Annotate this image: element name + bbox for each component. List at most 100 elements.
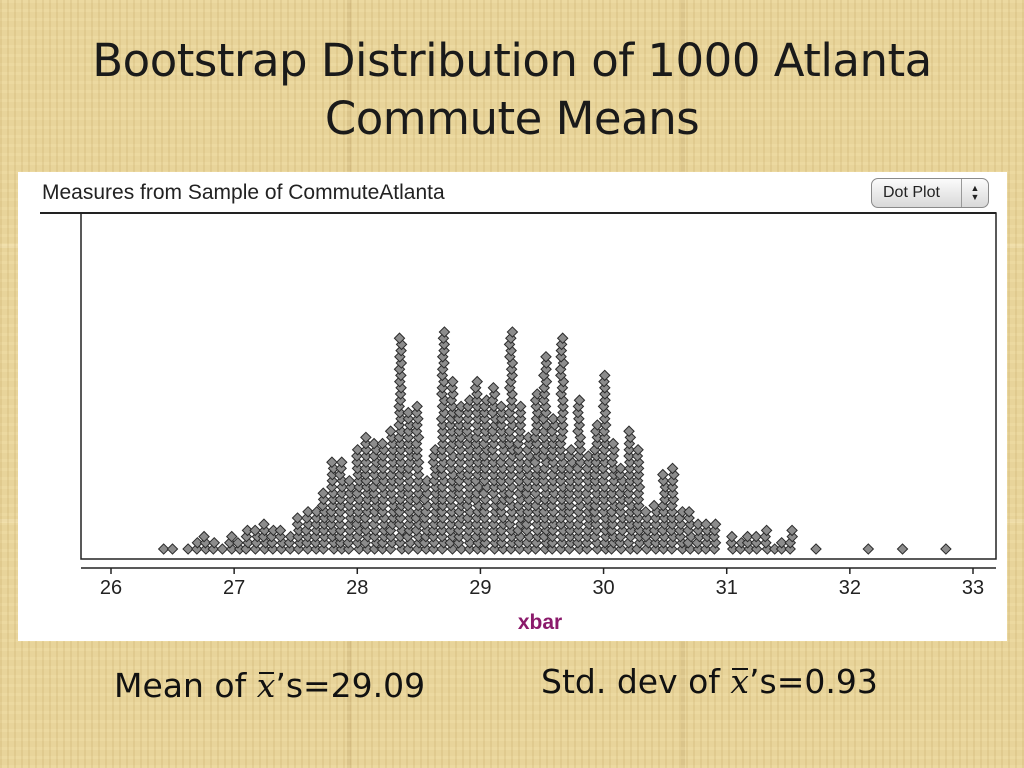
data-point [488, 524, 500, 537]
data-point [387, 462, 399, 475]
slide-title-line-1: Bootstrap Distribution of 1000 Atlanta [92, 34, 932, 87]
data-point [480, 394, 493, 406]
data-point [539, 499, 552, 512]
data-point [462, 493, 475, 506]
slide-title-line-2: Commute Means [324, 92, 700, 145]
data-point [538, 388, 551, 400]
data-point [555, 518, 567, 530]
data-point [429, 493, 442, 506]
data-point [623, 462, 636, 475]
data-point [378, 518, 391, 530]
data-point [623, 425, 635, 437]
data-point [360, 456, 372, 468]
data-point [368, 437, 380, 450]
data-point [429, 506, 442, 518]
data-point [462, 475, 475, 487]
data-point [540, 351, 552, 363]
data-point [463, 524, 475, 537]
data-point [402, 413, 415, 425]
data-point [393, 332, 406, 344]
data-point [166, 543, 179, 555]
data-point [648, 499, 660, 512]
data-point [512, 444, 525, 456]
data-point [360, 450, 372, 462]
data-point [267, 524, 280, 537]
data-point [599, 388, 611, 400]
data-point [666, 481, 679, 493]
data-point [387, 512, 399, 524]
data-point [657, 543, 670, 555]
data-point [402, 406, 415, 419]
data-point [572, 530, 585, 543]
data-point [462, 413, 474, 425]
x-tick-label: 32 [839, 577, 861, 599]
data-point [471, 468, 484, 481]
data-point [735, 537, 748, 549]
data-point [683, 512, 695, 524]
data-point [436, 530, 448, 543]
data-point [623, 468, 636, 481]
data-point [444, 524, 457, 537]
data-point [572, 487, 585, 499]
data-point [701, 530, 713, 543]
data-point [506, 506, 518, 518]
data-point [531, 518, 543, 530]
slide-title: Bootstrap Distribution of 1000 Atlanta C… [0, 32, 1024, 148]
data-point [633, 537, 646, 549]
data-point [343, 530, 356, 543]
data-point [377, 462, 389, 475]
data-point [479, 468, 491, 481]
data-point [676, 506, 689, 518]
data-point [557, 406, 569, 419]
data-point [336, 481, 348, 493]
data-point [540, 357, 553, 369]
data-point [546, 543, 559, 555]
data-point [726, 530, 738, 543]
data-point [582, 450, 595, 462]
data-point [487, 382, 500, 394]
data-point [352, 512, 365, 524]
data-point [291, 512, 304, 524]
data-point [565, 444, 578, 456]
data-point [157, 543, 170, 555]
data-point [353, 499, 365, 512]
data-point [328, 543, 340, 555]
data-point [198, 530, 210, 543]
data-point [274, 530, 287, 543]
data-point [497, 493, 510, 506]
data-point [547, 413, 559, 425]
data-point [506, 326, 519, 338]
data-point [563, 493, 576, 506]
data-point [513, 462, 526, 475]
data-point [775, 537, 788, 549]
data-point [429, 499, 442, 512]
data-point [387, 506, 400, 518]
data-point [351, 456, 363, 468]
data-point [360, 437, 372, 450]
data-point [359, 468, 372, 481]
data-point [741, 537, 754, 549]
data-point [666, 512, 678, 524]
data-point [353, 481, 365, 493]
data-point [531, 388, 544, 400]
data-point [546, 537, 559, 549]
data-point [572, 524, 585, 537]
data-point [437, 431, 449, 444]
data-point [430, 487, 442, 499]
data-point [302, 506, 314, 518]
data-point [471, 400, 484, 413]
data-point [445, 499, 457, 512]
data-point [531, 524, 544, 537]
data-point [368, 468, 381, 481]
data-point [216, 543, 229, 555]
data-point [775, 543, 788, 555]
plot-type-select[interactable]: Dot Plot ▲ ▼ [871, 178, 989, 208]
data-point [412, 506, 425, 518]
data-point [488, 468, 500, 481]
mean-statistic: Mean of x’s=29.09 [114, 666, 425, 705]
data-point [453, 487, 466, 499]
panel-title: Measures from Sample of CommuteAtlanta [42, 181, 445, 204]
data-point [411, 400, 423, 413]
data-point [658, 518, 671, 530]
data-point [488, 530, 501, 543]
